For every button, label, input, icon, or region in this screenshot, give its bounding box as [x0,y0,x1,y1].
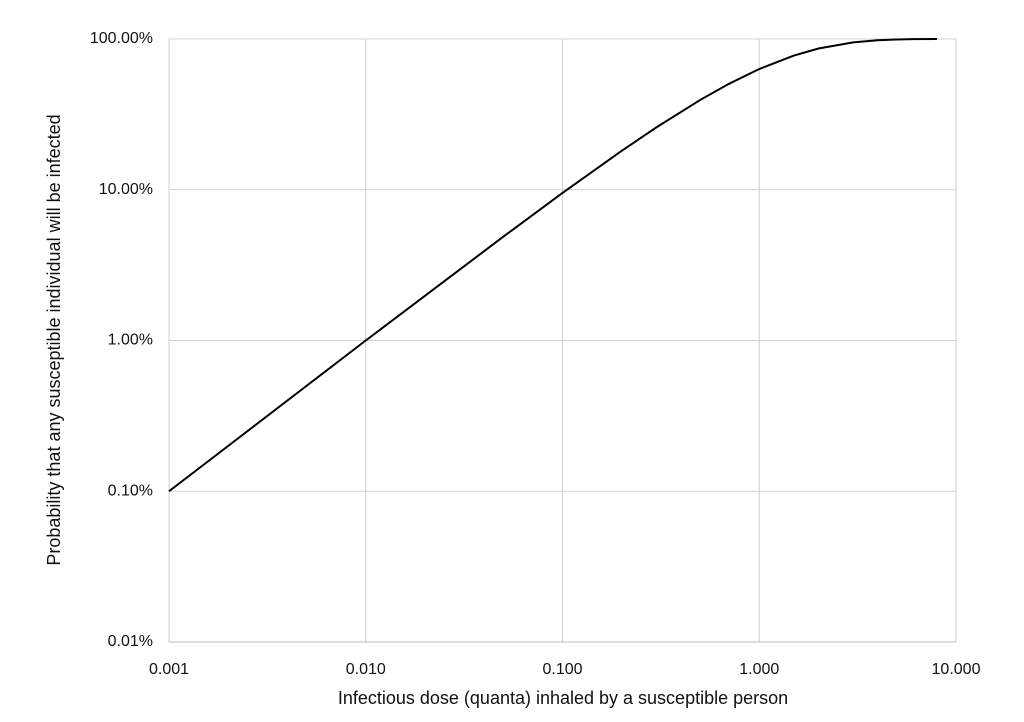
x-tick-label: 0.100 [542,661,582,678]
x-tick-label: 0.001 [149,661,189,678]
x-tick-label: 10.000 [932,661,981,678]
x-axis-title: Infectious dose (quanta) inhaled by a su… [338,688,788,708]
x-tick-label: 0.010 [346,661,386,678]
y-tick-label: 100.00% [90,30,153,47]
data-line [168,38,937,493]
y-tick-label: 0.01% [108,633,153,650]
y-axis-title: Probability that any susceptible individ… [44,114,64,565]
y-tick-label: 10.00% [99,181,153,198]
x-tick-label: 1.000 [739,661,779,678]
y-tick-label: 0.10% [108,482,153,499]
y-tick-label: 1.00% [108,332,153,349]
